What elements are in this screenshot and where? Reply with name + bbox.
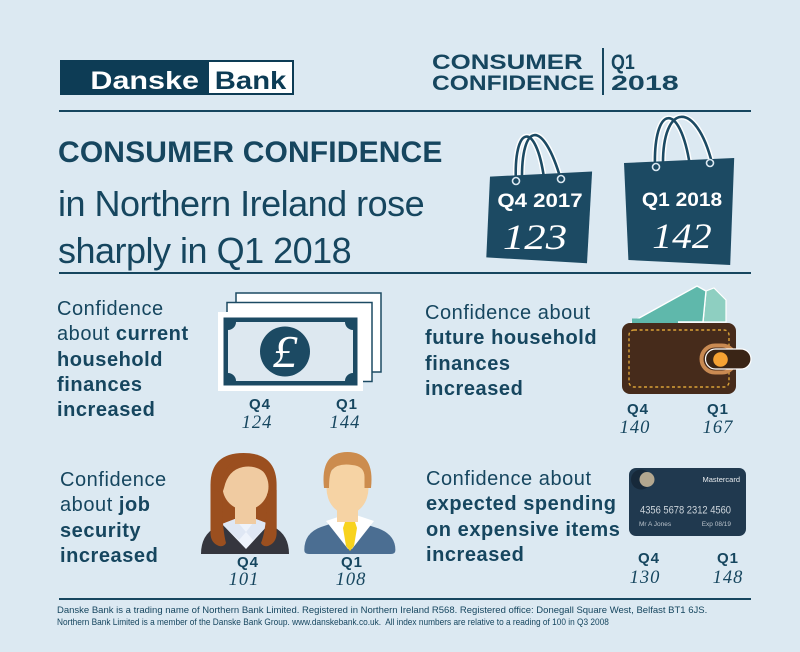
svg-text:£: £ xyxy=(273,326,299,377)
svg-text:4356 5678 2312 4560: 4356 5678 2312 4560 xyxy=(640,505,731,517)
svg-text:Mr A Jones: Mr A Jones xyxy=(639,521,672,528)
svg-text:Exp 08/19: Exp 08/19 xyxy=(702,521,732,528)
svg-text:Mastercard: Mastercard xyxy=(702,475,740,484)
